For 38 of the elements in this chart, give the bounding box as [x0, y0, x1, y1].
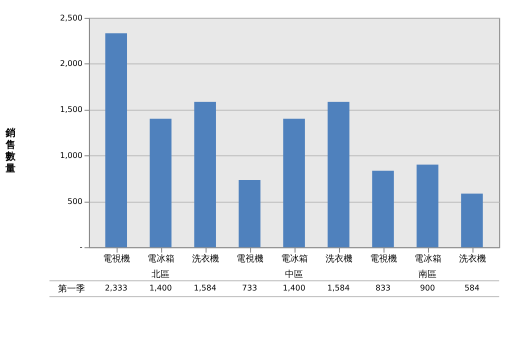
text: 北區 — [152, 268, 170, 280]
bar — [194, 102, 216, 248]
bar — [416, 164, 438, 248]
x-tick-label: 洗衣機 — [458, 254, 486, 265]
x-tick-label: 洗衣機 — [326, 254, 353, 265]
y-tick-label: 2,000 — [60, 59, 83, 68]
x-tick-label: 電冰箱 — [414, 254, 442, 265]
x-tick-label: 電冰箱 — [281, 254, 308, 265]
bar — [372, 170, 394, 248]
x-tick-label: 電視機 — [236, 254, 264, 265]
y-tick-label: - — [80, 242, 83, 252]
data-label: 584 — [464, 284, 480, 293]
data-label: 733 — [242, 284, 258, 293]
text: 第一季 — [58, 284, 86, 295]
y-tick-label: 1,500 — [60, 105, 83, 114]
text: 南區 — [418, 268, 436, 280]
x-tick-label: 電視機 — [103, 254, 130, 265]
text: 中區 — [285, 268, 304, 280]
data-label: 833 — [375, 284, 391, 293]
bar — [105, 33, 128, 248]
data-label: 1,584 — [327, 284, 350, 293]
data-label: 900 — [420, 284, 436, 293]
y-tick-label: 2,500 — [60, 13, 83, 22]
bar — [283, 118, 305, 248]
bar — [238, 180, 260, 248]
data-label: 1,584 — [194, 284, 216, 293]
y-tick-label: 500 — [67, 196, 83, 206]
bar — [461, 194, 483, 248]
x-tick-label: 電視機 — [370, 254, 398, 265]
x-tick-label: 洗衣機 — [192, 254, 220, 265]
data-label: 1,400 — [282, 284, 306, 293]
x-tick-label: 電冰箱 — [148, 254, 175, 265]
bar — [150, 118, 172, 248]
y-axis-title: 銷售數量 — [4, 127, 16, 175]
data-label: 2,333 — [104, 284, 128, 293]
bar — [328, 102, 350, 248]
y-tick-label: 1,000 — [60, 150, 83, 160]
data-label: 1,400 — [149, 284, 172, 293]
